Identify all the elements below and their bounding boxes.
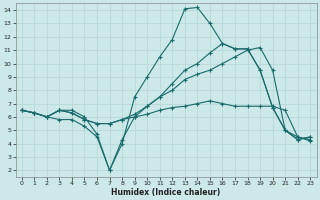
X-axis label: Humidex (Indice chaleur): Humidex (Indice chaleur) bbox=[111, 188, 221, 197]
